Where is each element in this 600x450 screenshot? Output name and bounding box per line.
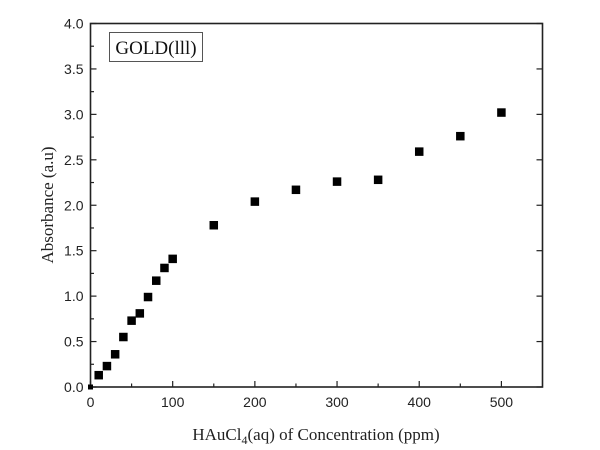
x-axis-title-suffix: (aq) of Concentration (ppm) [247,425,439,444]
x-axis-title-subscript: 4 [241,433,247,447]
plot-frame [89,22,544,388]
data-point [373,175,383,185]
data-point [119,332,128,342]
data-point [102,361,112,371]
x-tick-label: 200 [243,394,267,410]
x-tick-label: 100 [161,394,185,410]
y-axis-title: Absorbance (a.u) [38,146,57,263]
data-point [135,309,145,318]
ticks [89,22,543,388]
data-point [160,263,169,273]
data-point [414,147,424,156]
data-point [151,276,161,285]
data-point [209,220,219,230]
x-tick-label: 500 [490,394,514,410]
y-tick-label: 2.5 [64,152,84,168]
data-point [250,197,260,206]
y-tick-label: 0.0 [64,379,84,395]
x-tick-label: 400 [408,394,432,410]
data-point [168,254,177,264]
y-tick-label: 0.5 [64,334,84,350]
x-tick-label: 300 [325,394,349,410]
data-point [110,350,120,359]
data-point [497,108,506,117]
y-tick-label: 4.0 [64,16,84,32]
data-point [127,316,136,325]
data-point [291,185,301,195]
data-points [88,108,506,390]
axes [89,22,544,388]
y-tick-label: 2.0 [64,197,84,213]
legend-box [109,32,203,62]
x-axis-title-prefix: HAuCl [192,425,241,444]
legend-label: GOLD(lll) [115,38,196,59]
x-tick-label: 0 [87,394,95,410]
legend: GOLD(lll) [109,32,203,62]
x-axis-title: HAuCl4(aq) of Concentration (ppm) [192,425,439,447]
data-point [88,384,93,390]
data-point [332,177,342,186]
y-tick-label: 3.0 [64,106,84,122]
y-tick-label: 1.0 [64,288,84,304]
data-point [456,131,465,141]
y-tick-label: 3.5 [64,61,84,77]
y-tick-label: 1.5 [64,243,84,259]
tick-labels: 0 100 200 300 400 500 0.0 0.5 1.0 1.5 2.0 2.5 3.0 3.5… [64,16,513,411]
data-point [94,370,103,380]
data-point [143,292,153,302]
